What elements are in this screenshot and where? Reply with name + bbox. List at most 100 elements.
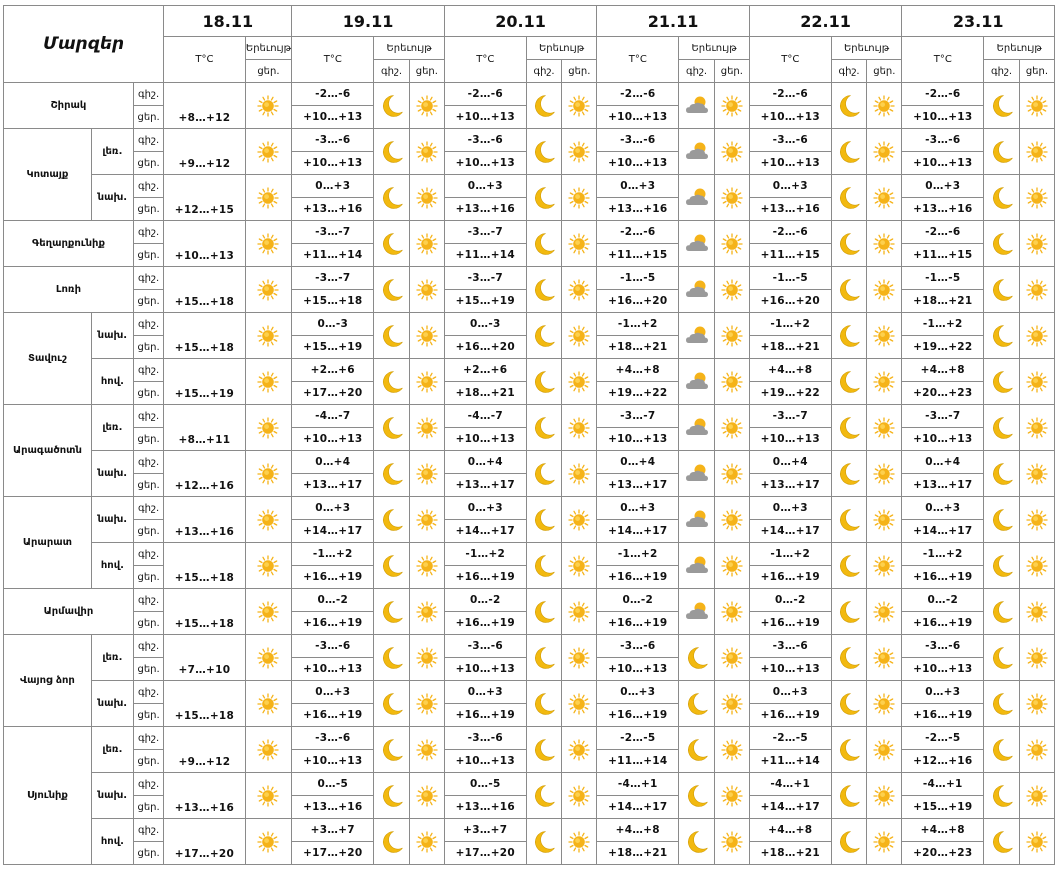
temp-value: 0…+3 — [596, 174, 680, 198]
temp-value: +10…+13 — [443, 657, 527, 681]
temp-value: +18…+21 — [748, 335, 832, 359]
moon-icon — [983, 680, 1020, 727]
region-name: Կոտայք — [3, 128, 92, 221]
temp-value: +10…+13 — [748, 657, 832, 681]
moon-icon — [373, 220, 410, 267]
temp-value: +17…+20 — [291, 381, 375, 405]
night-label: գիշ. — [132, 818, 165, 842]
temp-value: 0…+3 — [748, 680, 832, 704]
temp-value: +18…+21 — [443, 381, 527, 405]
temp-value: +16…+19 — [901, 611, 985, 635]
partly-cloudy-icon — [678, 312, 715, 359]
day-label: ցեր. — [132, 335, 165, 359]
temp-value: +14…+17 — [291, 519, 375, 543]
temp-value: 0…+4 — [443, 450, 527, 474]
moon-icon — [373, 450, 410, 497]
phenomena-header: Երեւույթ — [373, 36, 445, 60]
day-label-header: ցեր. — [713, 59, 750, 83]
day-header: 23.11 — [901, 5, 1055, 37]
temp-value: +13…+16 — [901, 197, 985, 221]
temp-value: +15…+18 — [163, 680, 246, 727]
day-label: ցեր. — [132, 657, 165, 681]
zone-name: հով. — [90, 818, 134, 865]
partly-cloudy-icon — [678, 266, 715, 313]
temp-value: +10…+13 — [443, 427, 527, 451]
temp-value: 0…+4 — [596, 450, 680, 474]
temp-value: 0…-2 — [596, 588, 680, 612]
temp-value: -1…+2 — [901, 542, 985, 566]
moon-icon — [830, 818, 868, 865]
temp-value: +15…+18 — [163, 312, 246, 359]
zone-name: հով. — [90, 358, 134, 405]
temp-value: +10…+13 — [291, 151, 375, 175]
day-header: 21.11 — [596, 5, 750, 37]
temp-value: +16…+19 — [291, 565, 375, 589]
night-label: գիշ. — [132, 220, 165, 244]
sun-icon — [713, 174, 750, 221]
sun-icon — [408, 220, 445, 267]
temp-value: +13…+16 — [596, 197, 680, 221]
temp-value: +16…+19 — [596, 703, 680, 727]
temp-value: +16…+19 — [443, 703, 527, 727]
day-header: 22.11 — [748, 5, 903, 37]
day-label: ցեր. — [132, 197, 165, 221]
sun-icon — [561, 818, 598, 865]
day-label-header: ցեր. — [866, 59, 903, 83]
day-label: ցեր. — [132, 105, 165, 129]
moon-icon — [373, 726, 410, 773]
sun-icon — [1018, 450, 1055, 497]
temp-value: +11…+15 — [748, 243, 832, 267]
moon-icon — [830, 588, 868, 635]
sun-icon — [1018, 220, 1055, 267]
temp-value: +10…+13 — [596, 657, 680, 681]
sun-icon — [244, 772, 293, 819]
temp-value: +13…+16 — [291, 197, 375, 221]
temp-value: +11…+14 — [596, 749, 680, 773]
moon-icon — [678, 634, 715, 681]
temp-value: +18…+21 — [596, 841, 680, 865]
sun-icon — [408, 174, 445, 221]
moon-icon — [830, 496, 868, 543]
temp-value: -2…-6 — [901, 220, 985, 244]
temp-value: 0…+3 — [291, 174, 375, 198]
sun-icon — [244, 174, 293, 221]
moon-icon — [830, 312, 868, 359]
temp-value: +11…+15 — [596, 243, 680, 267]
moon-icon — [983, 450, 1020, 497]
temp-value: +18…+21 — [596, 335, 680, 359]
forecast-table: Մարզեր 18.11 19.11 20.11 21.11 22.11 23.11 T°C Ե… — [2, 5, 1055, 865]
temp-value: -2…-6 — [748, 220, 832, 244]
temp-value: -1…-5 — [901, 266, 985, 290]
zone-name: նախ. — [90, 450, 134, 497]
moon-icon — [525, 358, 563, 405]
sun-icon — [1018, 588, 1055, 635]
sun-icon — [408, 450, 445, 497]
temp-value: -3…-6 — [901, 634, 985, 658]
temp-value: +4…+8 — [596, 358, 680, 382]
temp-value: +16…+19 — [901, 565, 985, 589]
sun-icon — [713, 588, 750, 635]
temp-value: +17…+20 — [163, 818, 246, 865]
temp-value: +13…+16 — [291, 795, 375, 819]
temp-value: -2…-6 — [748, 82, 832, 106]
moon-icon — [678, 680, 715, 727]
moon-icon — [373, 174, 410, 221]
temp-value: -1…+2 — [443, 542, 527, 566]
moon-icon — [525, 450, 563, 497]
moon-icon — [983, 266, 1020, 313]
zone-name: հով. — [90, 542, 134, 589]
partly-cloudy-icon — [678, 450, 715, 497]
temp-value: -3…-6 — [291, 726, 375, 750]
moon-icon — [525, 82, 563, 129]
sun-icon — [713, 818, 750, 865]
temp-value: +13…+16 — [443, 197, 527, 221]
moon-icon — [525, 174, 563, 221]
sun-icon — [244, 82, 293, 129]
temp-value: +19…+22 — [748, 381, 832, 405]
temp-value: -3…-7 — [901, 404, 985, 428]
sun-icon — [866, 358, 903, 405]
temp-value: -2…-6 — [596, 220, 680, 244]
sun-icon — [244, 680, 293, 727]
temp-value: +10…+13 — [748, 151, 832, 175]
night-label: գիշ. — [132, 358, 165, 382]
